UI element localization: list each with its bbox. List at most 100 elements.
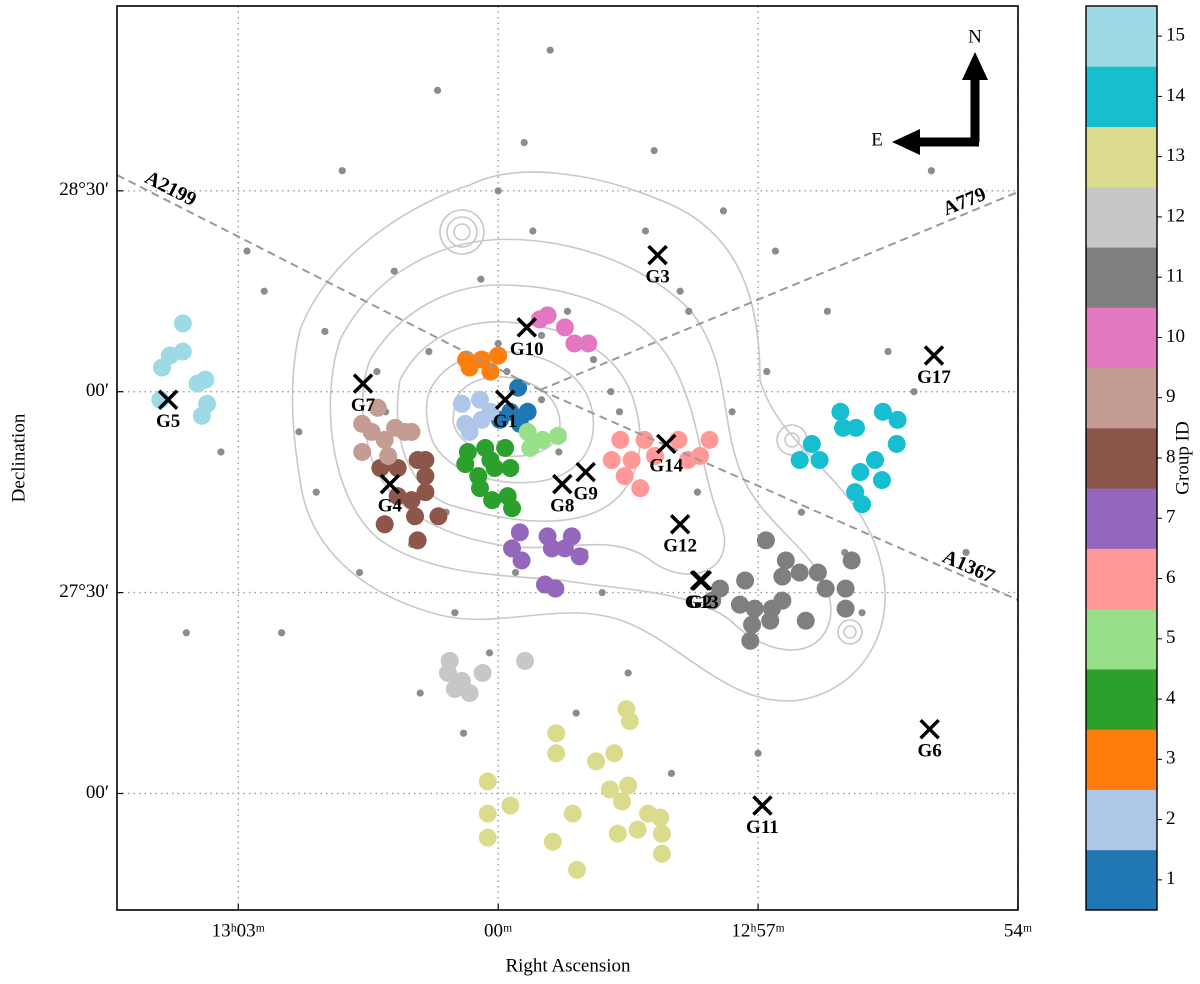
field-galaxy xyxy=(667,769,676,777)
field-galaxy xyxy=(797,508,806,516)
group-member xyxy=(547,724,566,743)
field-galaxy xyxy=(321,327,329,336)
field-galaxy xyxy=(425,347,433,356)
colorbar-tick-label: 5 xyxy=(1166,627,1176,648)
group-member xyxy=(565,334,584,353)
contour xyxy=(329,238,832,651)
group-member xyxy=(802,434,821,453)
group-member xyxy=(842,551,861,570)
cross xyxy=(494,389,516,410)
group-label: G7 xyxy=(351,395,376,416)
colorbar-swatch xyxy=(1086,307,1157,369)
group-member xyxy=(478,828,497,847)
colorbar-swatch xyxy=(1086,126,1157,188)
field-galaxy xyxy=(485,649,494,657)
colorbar-tick-label: 10 xyxy=(1166,326,1185,347)
group-member xyxy=(568,860,587,879)
colorbar-swatch xyxy=(1086,488,1157,549)
field-galaxy xyxy=(477,275,485,283)
group-member xyxy=(555,539,574,558)
field-galaxy xyxy=(589,355,598,364)
group-member xyxy=(452,394,471,413)
group-member xyxy=(887,434,906,453)
group-member xyxy=(460,422,479,441)
group-member xyxy=(375,515,394,534)
group-member xyxy=(600,780,619,799)
cross xyxy=(516,317,538,338)
direction-line xyxy=(116,174,541,391)
group-member xyxy=(521,438,540,457)
field-galaxy xyxy=(494,187,502,195)
direction-line xyxy=(539,389,1019,601)
contour xyxy=(843,625,857,639)
colorbar-tick-label: 3 xyxy=(1166,748,1176,769)
group-member xyxy=(628,820,647,839)
group-member xyxy=(587,752,606,771)
colorbar-swatch xyxy=(1086,548,1157,610)
group-member xyxy=(153,358,172,377)
group-member xyxy=(388,487,407,506)
group-member xyxy=(563,804,582,823)
group-member xyxy=(416,467,435,486)
field-galaxy xyxy=(650,147,658,155)
colorbar-label: Group ID xyxy=(1172,421,1193,494)
group-member xyxy=(756,531,775,550)
y-tick-label: 00′ xyxy=(86,380,109,401)
group-member xyxy=(543,832,562,851)
colorbar-swatch xyxy=(1086,66,1157,128)
colorbar-tick-label: 6 xyxy=(1166,567,1176,588)
field-galaxy xyxy=(563,307,572,315)
colorbar-tick-label: 14 xyxy=(1166,85,1186,106)
group-label: G2 xyxy=(688,592,712,613)
group-member xyxy=(652,824,671,843)
group-member xyxy=(456,455,475,474)
field-galaxy xyxy=(295,428,303,436)
compass-arrow xyxy=(962,52,988,80)
group-label: G3 xyxy=(645,266,669,287)
group-member xyxy=(622,451,641,470)
group-member xyxy=(402,491,421,510)
y-tick-label: 28°30′ xyxy=(59,179,109,200)
group-label: G13 xyxy=(685,592,719,613)
group-centre xyxy=(516,317,538,338)
group-member xyxy=(375,430,394,449)
field-galaxy xyxy=(771,247,780,255)
group-member xyxy=(652,844,671,863)
group-member xyxy=(406,507,425,526)
group-centre xyxy=(691,570,713,591)
contour xyxy=(446,216,478,248)
group-centre xyxy=(494,389,516,410)
group-centre xyxy=(647,244,668,266)
colorbar-tick-label: 4 xyxy=(1166,687,1176,708)
compass-label: N xyxy=(968,26,982,47)
field-galaxy xyxy=(910,388,918,396)
field-galaxy xyxy=(763,368,771,376)
compass-arrow xyxy=(892,129,920,155)
contour xyxy=(837,619,863,645)
group-member xyxy=(470,479,489,498)
colorbar-swatch xyxy=(1086,608,1157,670)
group-member xyxy=(678,451,697,470)
field-galaxy xyxy=(537,331,546,340)
group-member xyxy=(831,402,850,421)
field-galaxy xyxy=(243,247,251,255)
field-galaxy xyxy=(511,568,520,577)
field-galaxy xyxy=(927,167,935,175)
group-member xyxy=(483,491,502,510)
group-member xyxy=(481,451,500,470)
field-galaxy xyxy=(823,307,832,315)
group-member xyxy=(489,346,508,365)
colorbar-tick-label: 15 xyxy=(1166,24,1185,45)
group-member xyxy=(429,507,448,526)
field-galaxy xyxy=(355,568,364,577)
colorbar-swatch xyxy=(1086,247,1157,308)
colorbar-tick-label: 8 xyxy=(1166,446,1176,467)
colorbar-swatch xyxy=(1086,789,1157,851)
annotation: A2199 xyxy=(141,167,200,211)
field-galaxy xyxy=(503,368,511,376)
group-member xyxy=(615,467,634,486)
x-axis-label: Right Ascension xyxy=(505,955,631,976)
plot-frame xyxy=(116,5,1019,911)
points xyxy=(151,46,970,879)
group-member xyxy=(548,426,567,445)
